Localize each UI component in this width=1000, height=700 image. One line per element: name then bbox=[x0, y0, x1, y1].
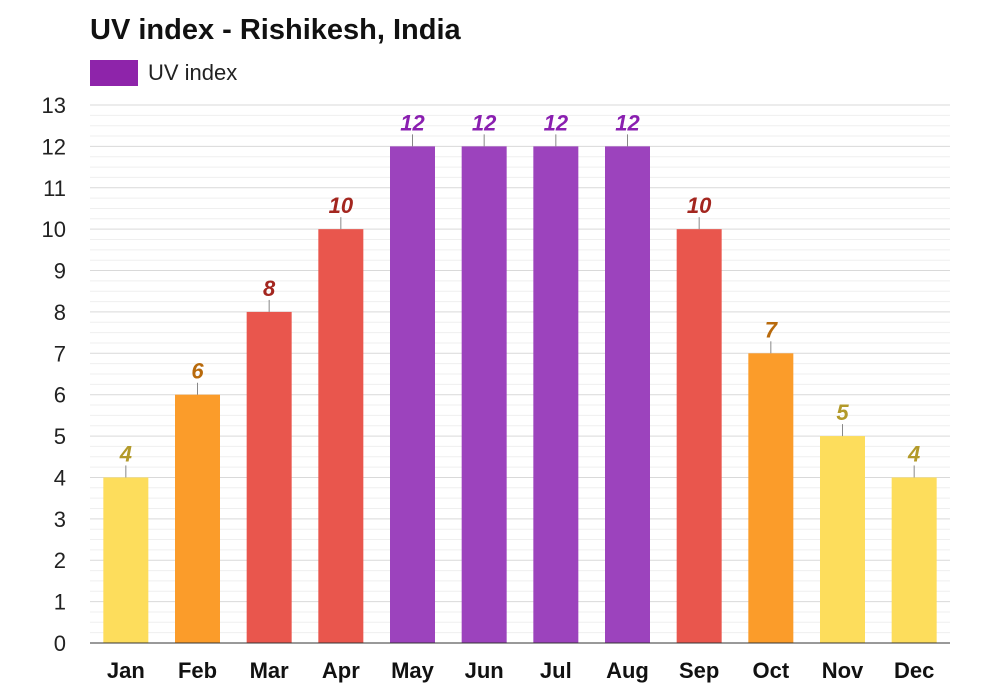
chart-title: UV index - Rishikesh, India bbox=[90, 14, 461, 46]
bar bbox=[175, 394, 220, 643]
data-label: 12 bbox=[400, 110, 425, 135]
y-tick-label: 3 bbox=[54, 507, 66, 532]
data-label: 5 bbox=[836, 400, 849, 425]
bar bbox=[748, 353, 794, 643]
y-tick-label: 2 bbox=[54, 548, 66, 573]
y-tick-label: 9 bbox=[54, 259, 66, 284]
data-label: 8 bbox=[263, 276, 276, 301]
data-label: 4 bbox=[119, 441, 132, 466]
data-label: 10 bbox=[687, 193, 712, 218]
x-tick-label: Apr bbox=[322, 658, 360, 683]
y-tick-label: 6 bbox=[54, 383, 66, 408]
legend-swatch bbox=[90, 60, 138, 86]
x-tick-label: Jul bbox=[540, 658, 572, 683]
legend-label: UV index bbox=[148, 60, 238, 85]
data-label: 6 bbox=[191, 359, 204, 384]
x-tick-label: May bbox=[391, 658, 435, 683]
data-label: 12 bbox=[615, 110, 640, 135]
bar bbox=[461, 146, 507, 643]
bar bbox=[103, 477, 149, 643]
y-tick-label: 0 bbox=[54, 631, 66, 656]
bar bbox=[676, 229, 722, 643]
data-label: 12 bbox=[472, 110, 497, 135]
data-label: 4 bbox=[907, 441, 920, 466]
x-tick-label: Jan bbox=[107, 658, 145, 683]
y-tick-label: 11 bbox=[43, 176, 66, 201]
x-tick-label: Oct bbox=[752, 658, 789, 683]
x-tick-label: Sep bbox=[679, 658, 719, 683]
bar bbox=[246, 311, 292, 643]
y-tick-label: 5 bbox=[54, 424, 66, 449]
y-tick-label: 10 bbox=[42, 217, 66, 242]
bar bbox=[533, 146, 579, 643]
y-tick-label: 1 bbox=[54, 590, 66, 615]
x-tick-label: Nov bbox=[822, 658, 864, 683]
legend: UV index bbox=[90, 60, 237, 86]
bar bbox=[390, 146, 435, 643]
y-tick-label: 4 bbox=[54, 465, 66, 490]
data-label: 12 bbox=[544, 110, 569, 135]
y-tick-label: 12 bbox=[42, 134, 66, 159]
x-tick-label: Dec bbox=[894, 658, 934, 683]
y-tick-label: 8 bbox=[54, 300, 66, 325]
x-tick-label: Aug bbox=[606, 658, 649, 683]
x-tick-label: Feb bbox=[178, 658, 217, 683]
bar bbox=[605, 146, 650, 643]
bar bbox=[318, 229, 364, 643]
data-label: 7 bbox=[765, 317, 779, 342]
bar bbox=[891, 477, 937, 643]
x-tick-label: Mar bbox=[250, 658, 290, 683]
y-tick-label: 13 bbox=[42, 93, 66, 118]
bar bbox=[820, 436, 865, 643]
x-tick-label: Jun bbox=[465, 658, 504, 683]
data-label: 10 bbox=[329, 193, 354, 218]
y-tick-label: 7 bbox=[54, 341, 66, 366]
